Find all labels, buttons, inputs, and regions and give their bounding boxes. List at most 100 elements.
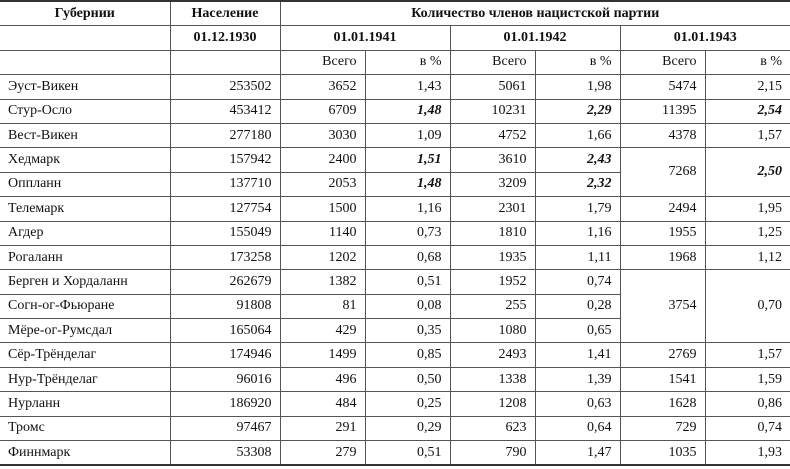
table-cell: Рогаланн — [0, 244, 171, 271]
table-cell: 0,08 — [364, 293, 451, 320]
table-cell: Мёре-ог-Румсдал — [0, 318, 171, 344]
table-cell: 1,98 — [534, 74, 621, 100]
table-cell: 174946 — [169, 342, 281, 368]
table-cell: 1,25 — [704, 220, 790, 246]
table-cell: Телемарк — [0, 196, 171, 222]
table-cell: 4378 — [619, 122, 706, 149]
table-cell: 165064 — [169, 318, 281, 344]
table-cell: 291 — [279, 415, 366, 442]
table-cell: Стур-Осло — [0, 98, 171, 124]
table-cell: 2,15 — [704, 74, 790, 100]
table-cell: 0,28 — [534, 293, 620, 320]
table-cell: 429 — [279, 318, 366, 344]
table-cell: 0,25 — [364, 391, 451, 417]
table-row: Эуст-Викен 253502 3652 1,43 5061 1,98 5474 2,15 — [0, 74, 790, 100]
table-cell: 279 — [279, 440, 366, 466]
table-cell: 2400 — [279, 147, 366, 173]
header-cell: Губернии — [0, 1, 171, 27]
table-cell: Хедмарк — [0, 147, 171, 173]
table-cell: 1,95 — [704, 196, 790, 222]
table-row: Тромс 97467 291 0,29 623 0,64 729 0,74 — [0, 415, 790, 442]
table-cell: 1,16 — [534, 220, 621, 246]
table-cell: 11395 — [619, 98, 706, 124]
table-row: Берген и Хордаланн 262679 1382 0,51 1952 0,74… — [0, 269, 790, 344]
table-cell: Оппланн — [0, 171, 171, 198]
header-cell — [0, 25, 171, 51]
table-cell: 0,74 — [704, 415, 790, 442]
table-cell: 1,16 — [364, 196, 451, 222]
table-cell: 173258 — [169, 244, 281, 271]
table-row: Рогаланн 173258 1202 0,68 1935 1,11 1968 1,12 — [0, 244, 790, 271]
table-cell: 53308 — [169, 440, 281, 466]
header-row: Губернии Население Количество членов нац… — [0, 1, 790, 27]
header-cell: в % — [704, 49, 790, 76]
table-cell: 4752 — [449, 122, 536, 149]
table-row: Стур-Осло 453412 6709 1,48 10231 2,29 11395 2,5… — [0, 98, 790, 124]
table-row: Мёре-ог-Румсдал 165064 429 0,35 1080 0,65 — [0, 318, 790, 344]
table-row: Нурланн 186920 484 0,25 1208 0,63 1628 0,86 — [0, 391, 790, 417]
header-cell: Всего — [279, 49, 366, 76]
table-cell: 7268 — [619, 147, 706, 198]
table-cell: Нур-Трёнделаг — [0, 366, 171, 393]
table-cell: 1,12 — [704, 244, 790, 271]
table-cell: 1,57 — [704, 122, 790, 149]
table-cell: 1140 — [279, 220, 366, 246]
table-cell: 0,68 — [364, 244, 451, 271]
table-cell: 2494 — [619, 196, 706, 222]
header-cell: 01.12.1930 — [169, 25, 281, 51]
table-cell: Вест-Викен — [0, 122, 171, 149]
table-cell: Нурланн — [0, 391, 171, 417]
table-cell: 6709 — [279, 98, 366, 124]
table-row: Телемарк 127754 1500 1,16 2301 1,79 2494 1,95 — [0, 196, 790, 222]
table-cell: 0,51 — [364, 440, 451, 466]
table-cell: 1,41 — [534, 342, 621, 368]
table-cell: 0,86 — [704, 391, 790, 417]
table-cell: 0,74 — [534, 269, 621, 295]
table-cell: 453412 — [169, 98, 281, 124]
header-cell — [169, 49, 281, 76]
table-cell: 3610 — [449, 147, 536, 173]
table-cell: 1,11 — [534, 244, 621, 271]
table-cell: 3030 — [279, 122, 366, 149]
table-cell: 1,59 — [704, 366, 790, 393]
table-cell: Сёр-Трёнделаг — [0, 342, 171, 368]
table-cell: 186920 — [169, 391, 281, 417]
table-cell: Тромс — [0, 415, 171, 442]
table-cell: 277180 — [169, 122, 281, 149]
header-cell: Всего — [449, 49, 536, 76]
table-cell: 2,32 — [534, 171, 620, 198]
table-cell: 496 — [279, 366, 366, 393]
table-cell: Финнмарк — [0, 440, 171, 466]
table-cell: 1208 — [449, 391, 536, 417]
table-cell: 3209 — [449, 171, 536, 198]
table-cell: 1,66 — [534, 122, 621, 149]
table-cell: 253502 — [169, 74, 281, 100]
table-cell: 155049 — [169, 220, 281, 246]
table-cell: 0,70 — [704, 269, 790, 344]
table-cell: 1,93 — [704, 440, 790, 466]
table-cell: 729 — [619, 415, 706, 442]
header-cell: 01.01.1943 — [619, 25, 790, 51]
table-cell: Согн-ог-Фьюране — [0, 293, 171, 320]
table-cell: 0,85 — [364, 342, 451, 368]
table-row: Сёр-Трёнделаг 174946 1499 0,85 2493 1,41 2769 1… — [0, 342, 790, 368]
table-cell: 1,48 — [364, 171, 451, 198]
table-row: Вест-Викен 277180 3030 1,09 4752 1,66 4378 1,57 — [0, 122, 790, 149]
table-cell: Агдер — [0, 220, 171, 246]
table-cell: 1968 — [619, 244, 706, 271]
table-cell: 157942 — [169, 147, 281, 173]
header-row: 01.12.1930 01.01.1941 01.01.1942 01.01.1… — [0, 25, 790, 51]
header-cell: Всего — [619, 49, 706, 76]
table-cell: 2493 — [449, 342, 536, 368]
table-cell: 1952 — [449, 269, 536, 295]
table-cell: 2301 — [449, 196, 536, 222]
table-cell: 1,57 — [704, 342, 790, 368]
table-cell: 0,63 — [534, 391, 621, 417]
table-row: Финнмарк 53308 279 0,51 790 1,47 1035 1,93 — [0, 440, 790, 466]
table-cell: 255 — [449, 293, 536, 320]
table-cell: 137710 — [169, 171, 281, 198]
table-cell: 1541 — [619, 366, 706, 393]
